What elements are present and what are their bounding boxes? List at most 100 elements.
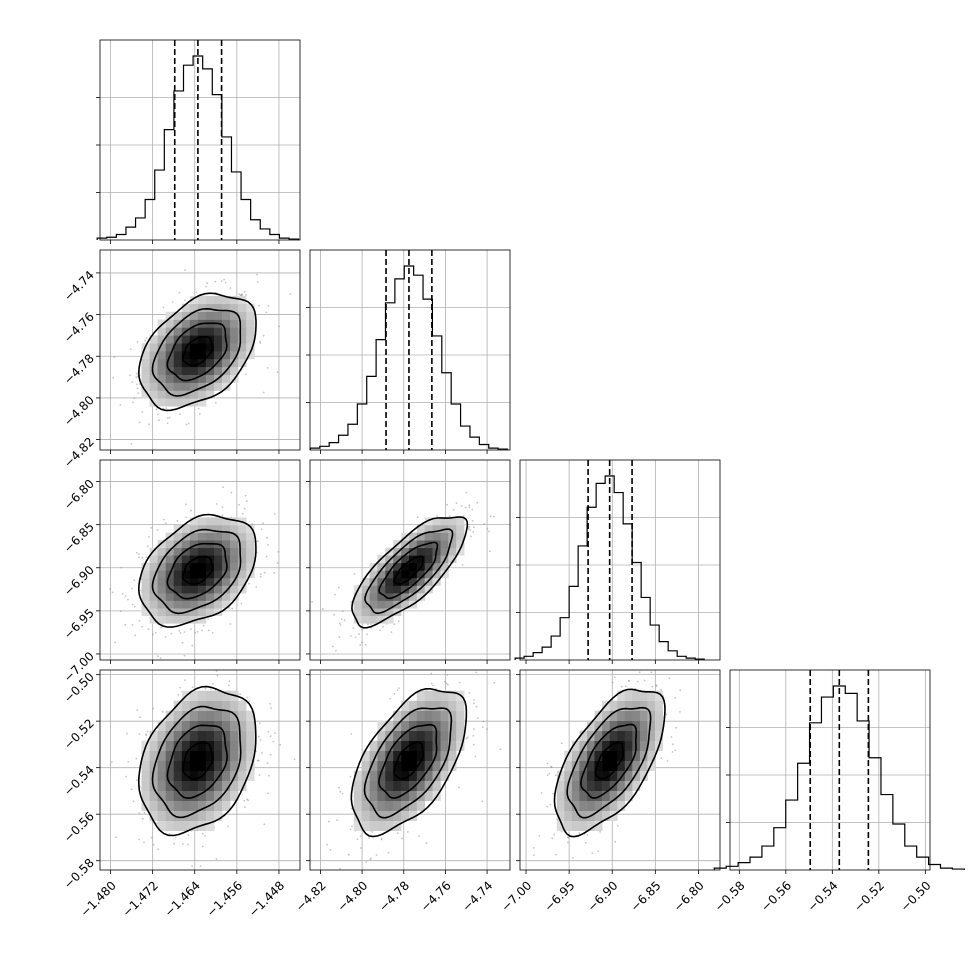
scatter-point <box>350 733 353 735</box>
scatter-point <box>184 679 186 681</box>
density-cell <box>181 790 191 801</box>
contour-3-2-1 <box>580 723 638 799</box>
density-cell <box>594 800 603 811</box>
density-cell <box>579 820 588 831</box>
density-cell <box>393 770 402 781</box>
scatter-point <box>138 838 141 841</box>
scatter-point <box>350 807 353 810</box>
density-cell <box>556 820 565 831</box>
y-tick-label-2-3: −6.85 <box>61 520 97 556</box>
density-cell <box>157 335 166 344</box>
density-cell <box>173 540 183 548</box>
density-cell <box>205 547 215 556</box>
density-cell <box>393 577 402 586</box>
density-cell <box>214 547 223 556</box>
density-cell <box>448 555 457 564</box>
density-cell <box>353 790 362 801</box>
scatter-point <box>191 865 194 867</box>
density-cell <box>617 730 626 741</box>
density-cell <box>197 600 207 609</box>
density-cell <box>401 750 410 761</box>
density-cell <box>230 555 239 564</box>
density-cell <box>409 720 418 731</box>
density-cell <box>579 780 588 791</box>
density-cell <box>369 770 378 781</box>
scatter-point <box>138 383 141 385</box>
density-cell <box>353 608 362 616</box>
density-cell <box>205 562 215 571</box>
panel-2-2 <box>514 459 721 664</box>
scatter-point <box>126 732 128 735</box>
panel-3-2 <box>516 669 721 874</box>
scatter-point <box>651 685 654 688</box>
contour-3-0-0 <box>182 741 214 780</box>
density-cell <box>214 600 223 609</box>
density-cell <box>571 780 580 791</box>
scatter-point <box>115 836 118 839</box>
density-cell <box>165 319 175 328</box>
scatter-point <box>550 765 552 768</box>
density-cell <box>424 790 433 801</box>
density-cell <box>157 600 166 609</box>
scatter-point <box>279 743 282 746</box>
scatter-point <box>567 836 570 839</box>
density-cell <box>440 730 449 741</box>
density-cell <box>214 358 223 368</box>
density-cell <box>385 593 394 601</box>
density-cell <box>377 615 386 624</box>
scatter-point <box>214 401 217 404</box>
density-cell <box>205 730 215 741</box>
density-cell <box>205 810 215 821</box>
density-cell <box>609 760 618 771</box>
density-cell <box>440 540 449 548</box>
scatter-point <box>131 624 134 626</box>
scatter-point <box>267 305 270 307</box>
scatter-point <box>380 838 383 841</box>
density-cell <box>594 710 603 721</box>
scatter-point <box>113 356 116 358</box>
density-cell <box>385 780 394 791</box>
density-cell <box>157 547 166 556</box>
density-cell <box>416 593 425 601</box>
density-cell <box>587 780 595 791</box>
scatter-point <box>212 682 214 685</box>
density-cell <box>424 700 433 711</box>
scatter-point <box>136 779 138 782</box>
scatter-point <box>259 342 262 344</box>
panel-3-1 <box>306 669 511 874</box>
density-cell <box>230 700 239 711</box>
contour-1-0-3 <box>137 292 257 412</box>
density-cell <box>564 760 573 771</box>
density-cell <box>165 800 175 811</box>
density-cell <box>617 700 626 711</box>
scatter-point <box>679 689 682 692</box>
scatter-point <box>473 702 475 705</box>
scatter-point <box>398 687 400 689</box>
density-cell <box>602 720 610 731</box>
density-cell <box>353 780 362 791</box>
density-cell <box>602 810 610 821</box>
density-cell <box>416 525 425 533</box>
density-cell <box>222 690 231 701</box>
density-cell <box>141 358 150 368</box>
density-cell <box>238 577 247 586</box>
density-cell <box>222 770 231 781</box>
density-cell <box>214 700 223 711</box>
x-tick-label-0-4: −1.448 <box>246 878 287 919</box>
density-cell <box>238 319 247 328</box>
scatter-point <box>393 623 396 625</box>
scatter-point <box>613 676 616 678</box>
density-cell <box>141 585 150 594</box>
density-cell <box>632 700 641 711</box>
density-cell <box>173 327 183 336</box>
density-cell <box>165 585 175 594</box>
density-cell <box>157 343 166 352</box>
scatter-point <box>138 812 141 815</box>
density-cell <box>173 600 183 609</box>
density-cell <box>181 366 191 375</box>
scatter-point <box>148 423 151 426</box>
scatter-point <box>154 632 157 634</box>
density-cell <box>238 540 247 548</box>
density-cell <box>214 760 223 771</box>
density-cell <box>181 593 191 601</box>
